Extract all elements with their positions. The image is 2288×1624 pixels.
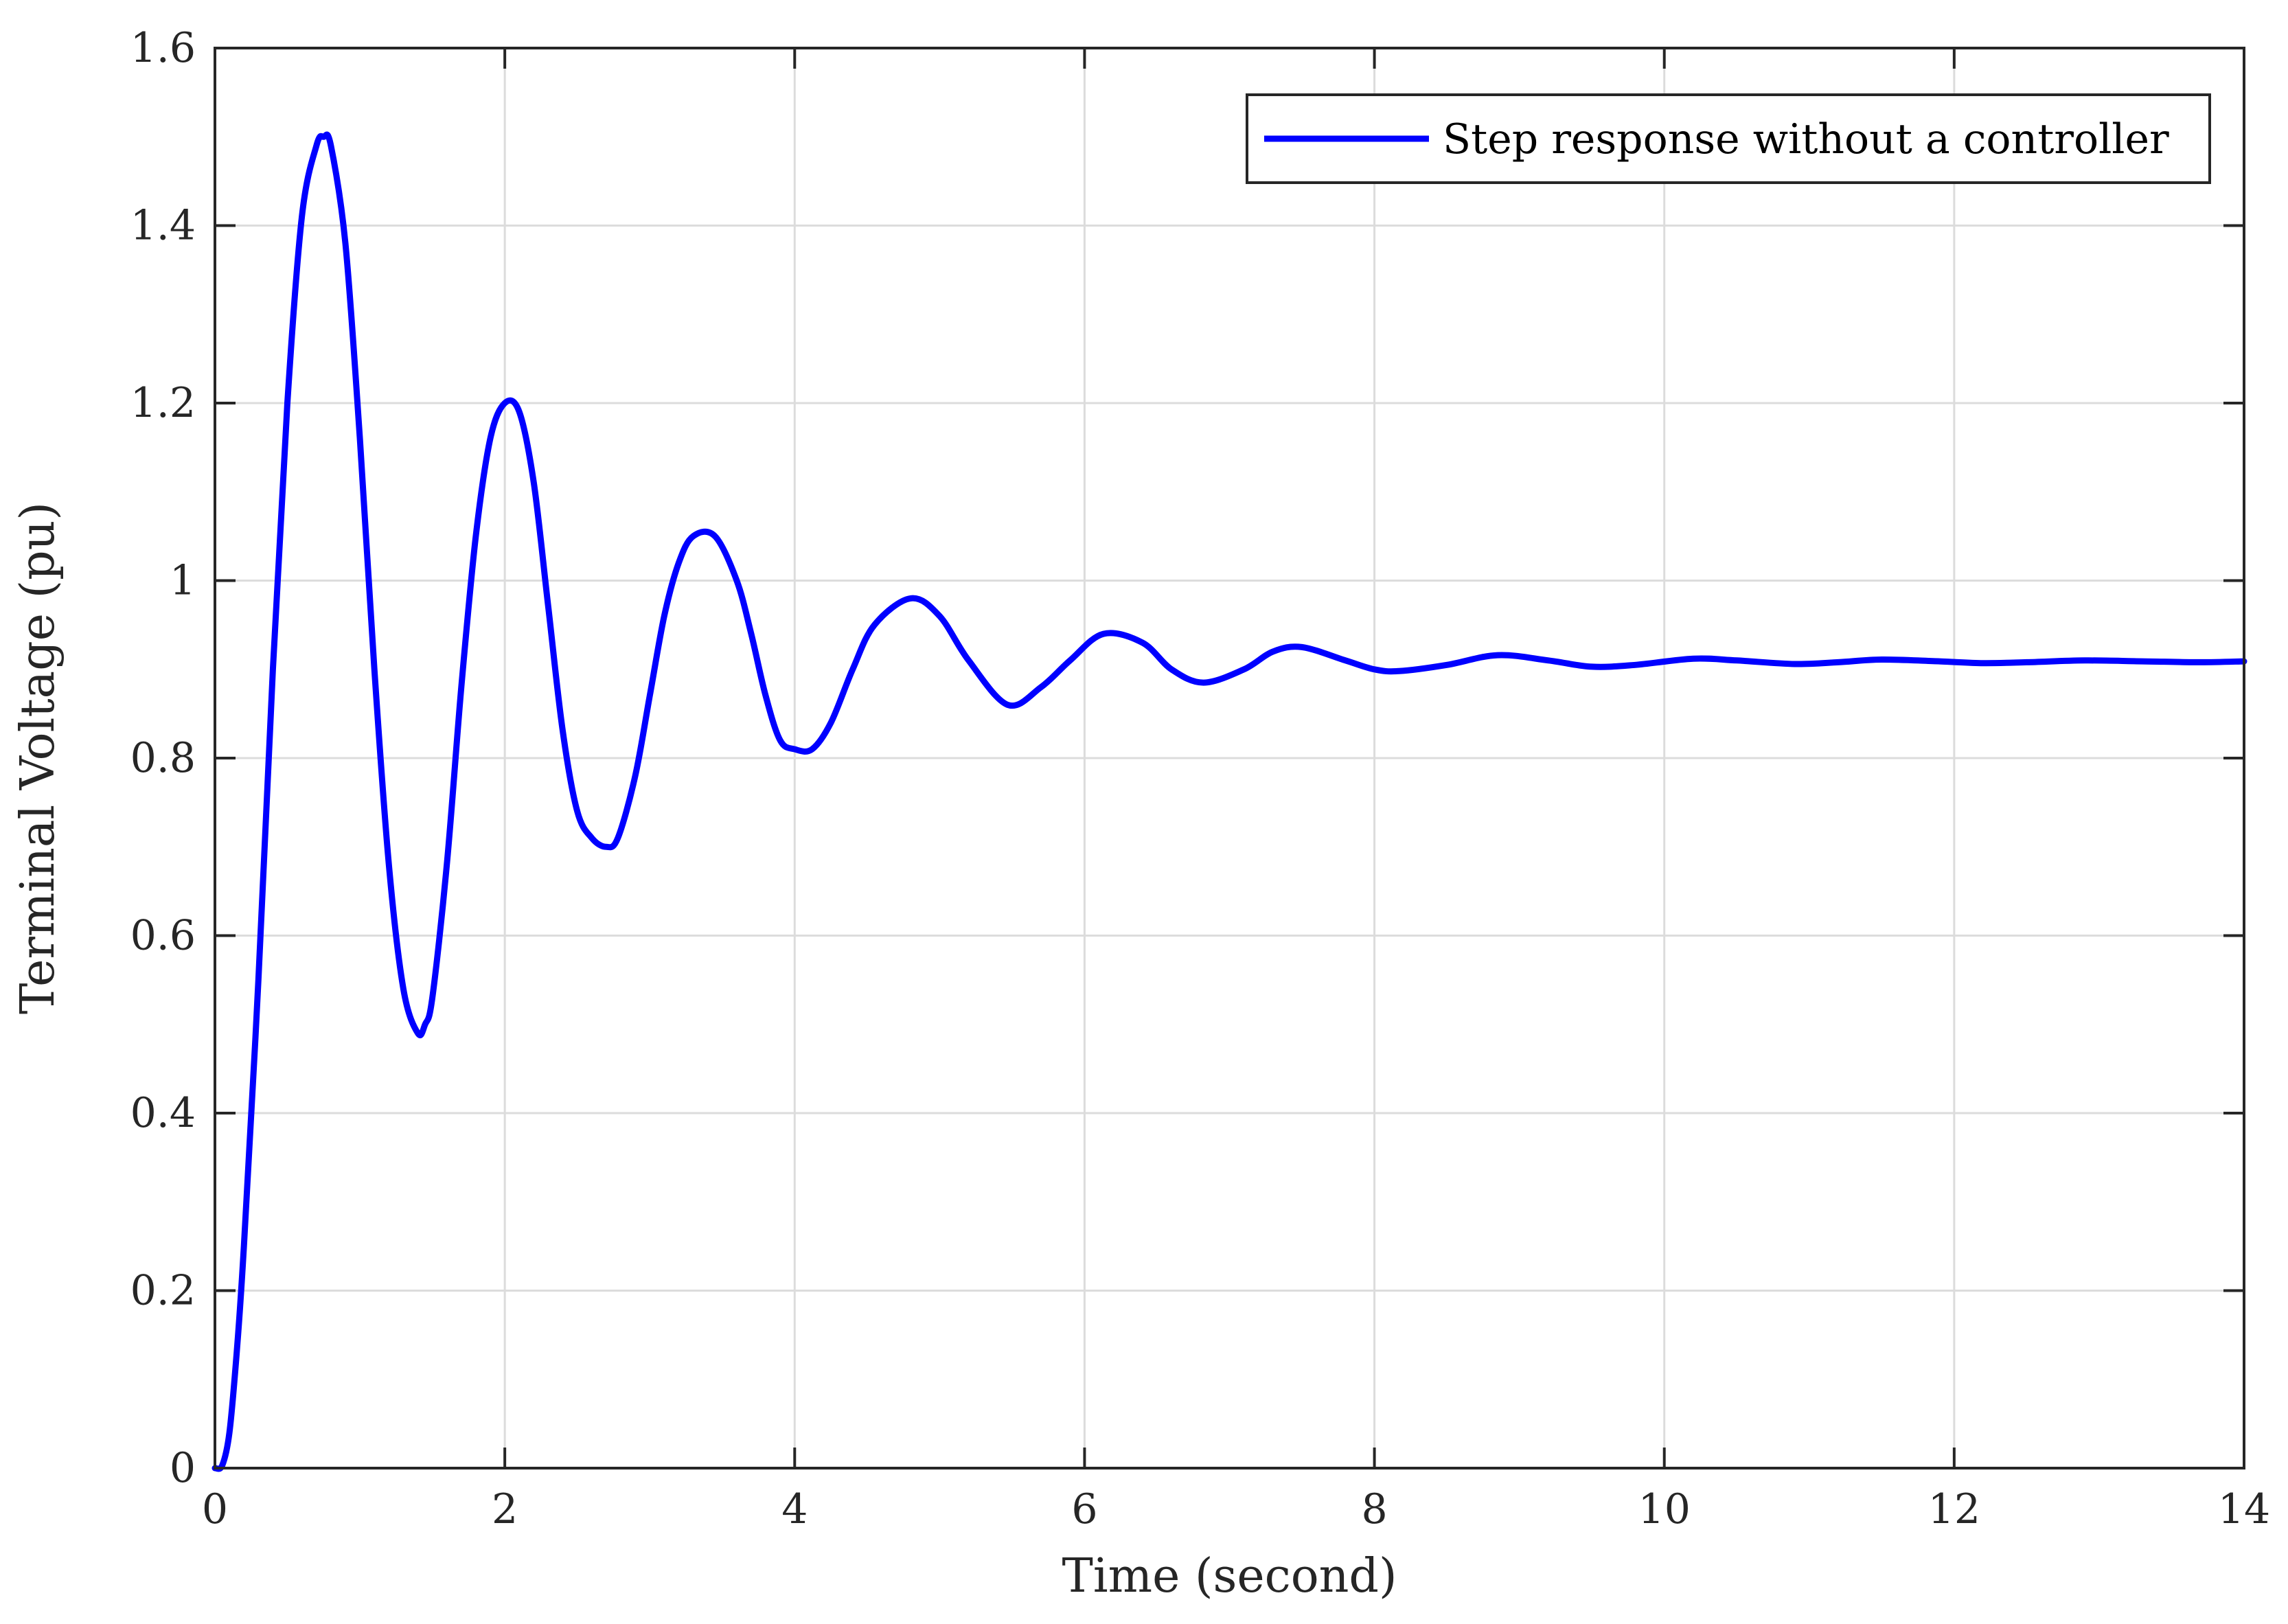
- x-tick-labels: 0 2 4 6 8 10 12 14: [202, 1485, 2270, 1533]
- legend: Step response without a controller: [1246, 93, 2211, 184]
- axis-ticks: [214, 47, 2245, 1469]
- legend-label: Step response without a controller: [1443, 115, 2169, 163]
- series-line-0: [211, 131, 2247, 1472]
- x-tick-label: 2: [492, 1485, 518, 1533]
- y-tick-label: 0.6: [130, 912, 196, 960]
- y-tick-label: 1.4: [130, 202, 196, 250]
- y-tick-label: 0: [170, 1444, 196, 1492]
- x-tick-label: 0: [202, 1485, 228, 1533]
- y-tick-label: 0.8: [130, 734, 196, 782]
- y-axis-label: Terminal Voltage (pu): [11, 502, 65, 1014]
- x-tick-label: 14: [2218, 1485, 2270, 1533]
- y-tick-label: 1.6: [130, 24, 196, 72]
- x-axis-label: Time (second): [1062, 1549, 1397, 1603]
- x-tick-label: 6: [1071, 1485, 1097, 1533]
- x-tick-label: 8: [1361, 1485, 1387, 1533]
- x-tick-label: 12: [1928, 1485, 1980, 1533]
- y-tick-label: 1: [170, 557, 196, 605]
- x-tick-label: 10: [1638, 1485, 1691, 1533]
- x-tick-label: 4: [781, 1485, 808, 1533]
- y-tick-labels: 0 0.2 0.4 0.6 0.8 1 1.2 1.4 1.6: [130, 24, 196, 1492]
- series-layer: [211, 131, 2247, 1472]
- y-tick-label: 0.4: [130, 1089, 196, 1137]
- grid-lines: [215, 48, 2244, 1468]
- y-tick-label: 1.2: [130, 379, 196, 427]
- y-tick-label: 0.2: [130, 1267, 196, 1315]
